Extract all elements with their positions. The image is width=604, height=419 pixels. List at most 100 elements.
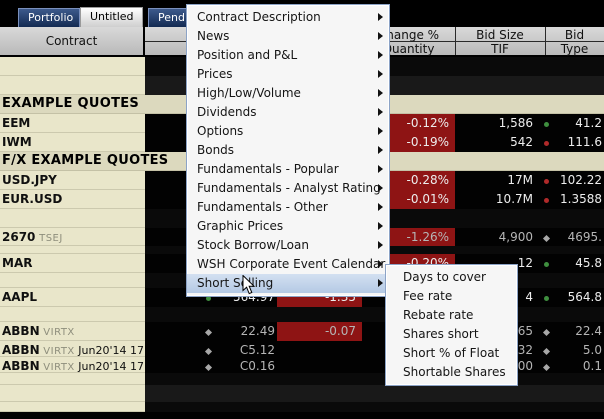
menu-item-fundamentals-other[interactable]: Fundamentals - Other bbox=[187, 198, 389, 217]
ticker-symbol: ABBN bbox=[2, 359, 40, 373]
context-menu: Contract Description News Position and P&L… bbox=[186, 4, 390, 297]
contract-cell[interactable]: 2670 TSEJ bbox=[0, 228, 145, 246]
menu-item-label: Bonds bbox=[197, 143, 234, 157]
contract-cell[interactable]: USD.JPY bbox=[0, 171, 145, 190]
menu-item-graphic-prices[interactable]: Graphic Prices bbox=[187, 217, 389, 236]
tif-marker-holder bbox=[537, 228, 556, 246]
submenu-arrow-icon bbox=[378, 260, 383, 268]
last-price-cell[interactable]: C0.16 bbox=[186, 357, 277, 373]
last-price-cell[interactable]: 22.49 bbox=[186, 322, 277, 341]
contract-cell[interactable]: AAPL bbox=[0, 288, 145, 307]
tif-marker-holder bbox=[537, 190, 556, 209]
tif-marker-holder bbox=[537, 171, 556, 190]
bid-cell[interactable]: 0.1 bbox=[556, 357, 604, 373]
menu-item-high-low-volume[interactable]: High/Low/Volume bbox=[187, 84, 389, 103]
contract-expiry: Jun20'14 17.... bbox=[75, 360, 145, 373]
submenu-arrow-icon bbox=[378, 146, 383, 154]
contract-cell[interactable]: ABBN VIRTX Jun20'14 17.... bbox=[0, 341, 145, 357]
contract-cell-empty bbox=[0, 57, 145, 76]
menu-item-position-and-p-l[interactable]: Position and P&L bbox=[187, 46, 389, 65]
bid-size-cell[interactable]: 10.7M bbox=[455, 190, 537, 209]
contract-cell-empty bbox=[0, 373, 145, 385]
tab-portfolio[interactable]: Portfolio bbox=[18, 8, 80, 27]
column-header-tif[interactable]: TIF bbox=[455, 42, 545, 56]
contract-cell[interactable]: EUR.USD bbox=[0, 190, 145, 209]
contract-cell[interactable]: EEM bbox=[0, 114, 145, 133]
bid-cell[interactable]: 41.2 bbox=[556, 114, 604, 133]
contract-cell[interactable]: MAR bbox=[0, 254, 145, 273]
contract-cell-empty bbox=[0, 273, 145, 288]
menu-item-prices[interactable]: Prices bbox=[187, 65, 389, 84]
contract-expiry: Jun20'14 17.... bbox=[75, 344, 145, 357]
bid-size-cell[interactable]: 1,586 bbox=[455, 114, 537, 133]
menu-item-label: Options bbox=[197, 124, 243, 138]
menu-item-label: Fee rate bbox=[403, 289, 452, 303]
menu-item-shortable-shares[interactable]: Shortable Shares bbox=[386, 363, 517, 382]
menu-item-fundamentals-popular[interactable]: Fundamentals - Popular bbox=[187, 160, 389, 179]
menu-item-stock-borrow-loan[interactable]: Stock Borrow/Loan bbox=[187, 236, 389, 255]
menu-item-label: Graphic Prices bbox=[197, 219, 283, 233]
menu-item-label: Short % of Float bbox=[403, 346, 499, 360]
column-header-contract[interactable]: Contract bbox=[0, 27, 145, 55]
submenu-arrow-icon bbox=[378, 279, 383, 287]
contract-cell-empty bbox=[0, 76, 145, 95]
bid-cell[interactable]: 564.8 bbox=[556, 288, 604, 307]
menu-item-fee-rate[interactable]: Fee rate bbox=[386, 287, 517, 306]
bid-cell[interactable]: 1.3588 bbox=[556, 190, 604, 209]
last-price-cell[interactable]: C5.12 bbox=[186, 341, 277, 357]
submenu-arrow-icon bbox=[378, 241, 383, 249]
menu-item-short-selling[interactable]: Short Selling bbox=[187, 274, 389, 293]
menu-item-label: Fundamentals - Popular bbox=[197, 162, 339, 176]
bid-cell[interactable]: 5.0 bbox=[556, 341, 604, 357]
mouse-cursor bbox=[242, 275, 256, 295]
ticker-symbol: ABBN bbox=[2, 324, 40, 338]
menu-item-days-to-cover[interactable]: Days to cover bbox=[386, 268, 517, 287]
menu-item-label: Shares short bbox=[403, 327, 479, 341]
menu-item-rebate-rate[interactable]: Rebate rate bbox=[386, 306, 517, 325]
bid-size-cell[interactable]: 4,900 bbox=[455, 228, 537, 246]
column-header-type[interactable]: Type bbox=[545, 42, 604, 56]
ticker-symbol: EEM bbox=[2, 116, 30, 130]
menu-item-fundamentals-analyst-rating[interactable]: Fundamentals - Analyst Rating bbox=[187, 179, 389, 198]
bid-cell[interactable]: 102.22 bbox=[556, 171, 604, 190]
tif-marker-red-circle-icon bbox=[544, 141, 549, 146]
tif-marker-holder bbox=[537, 114, 556, 133]
menu-item-bonds[interactable]: Bonds bbox=[187, 141, 389, 160]
tif-marker-holder bbox=[537, 322, 556, 341]
empty-row bbox=[0, 385, 604, 402]
bid-cell[interactable]: 111.6 bbox=[556, 133, 604, 152]
bid-size-cell[interactable]: 542 bbox=[455, 133, 537, 152]
tab-untitled[interactable]: Untitled bbox=[80, 7, 143, 27]
menu-item-label: WSH Corporate Event Calendar bbox=[197, 257, 385, 271]
bid-cell[interactable]: 45.8 bbox=[556, 254, 604, 273]
tif-marker-holder bbox=[537, 254, 556, 273]
bid-cell[interactable]: 22.4 bbox=[556, 322, 604, 341]
menu-item-news[interactable]: News bbox=[187, 27, 389, 46]
exchange-suffix: TSEJ bbox=[35, 233, 62, 244]
submenu-arrow-icon bbox=[378, 108, 383, 116]
ticker-symbol: ABBN bbox=[2, 343, 40, 357]
menu-item-shares-short[interactable]: Shares short bbox=[386, 325, 517, 344]
bid-cell[interactable]: 4695. bbox=[556, 228, 604, 246]
contract-cell[interactable]: ABBN VIRTX Jun20'14 17.... bbox=[0, 357, 145, 373]
contract-cell[interactable]: IWM bbox=[0, 133, 145, 152]
column-header-bid-size[interactable]: Bid Size bbox=[455, 28, 545, 42]
change-cell[interactable]: -0.07 bbox=[277, 322, 362, 341]
row-background bbox=[145, 373, 604, 385]
menu-item-dividends[interactable]: Dividends bbox=[187, 103, 389, 122]
menu-item-label: News bbox=[197, 29, 229, 43]
menu-item-options[interactable]: Options bbox=[187, 122, 389, 141]
bid-size-cell[interactable]: 17M bbox=[455, 171, 537, 190]
menu-item-contract-description[interactable]: Contract Description bbox=[187, 8, 389, 27]
column-header-bid[interactable]: Bid bbox=[545, 28, 604, 42]
tif-marker-green-circle-icon bbox=[544, 296, 549, 301]
exchange-suffix: VIRTX bbox=[40, 362, 75, 373]
menu-item-label: High/Low/Volume bbox=[197, 86, 301, 100]
submenu-arrow-icon bbox=[378, 89, 383, 97]
submenu-arrow-icon bbox=[378, 13, 383, 21]
empty-row bbox=[0, 402, 604, 412]
tif-marker-holder bbox=[537, 288, 556, 307]
menu-item-wsh-corporate-event-calendar[interactable]: WSH Corporate Event Calendar bbox=[187, 255, 389, 274]
menu-item-short-of-float[interactable]: Short % of Float bbox=[386, 344, 517, 363]
contract-cell[interactable]: ABBN VIRTX bbox=[0, 322, 145, 341]
